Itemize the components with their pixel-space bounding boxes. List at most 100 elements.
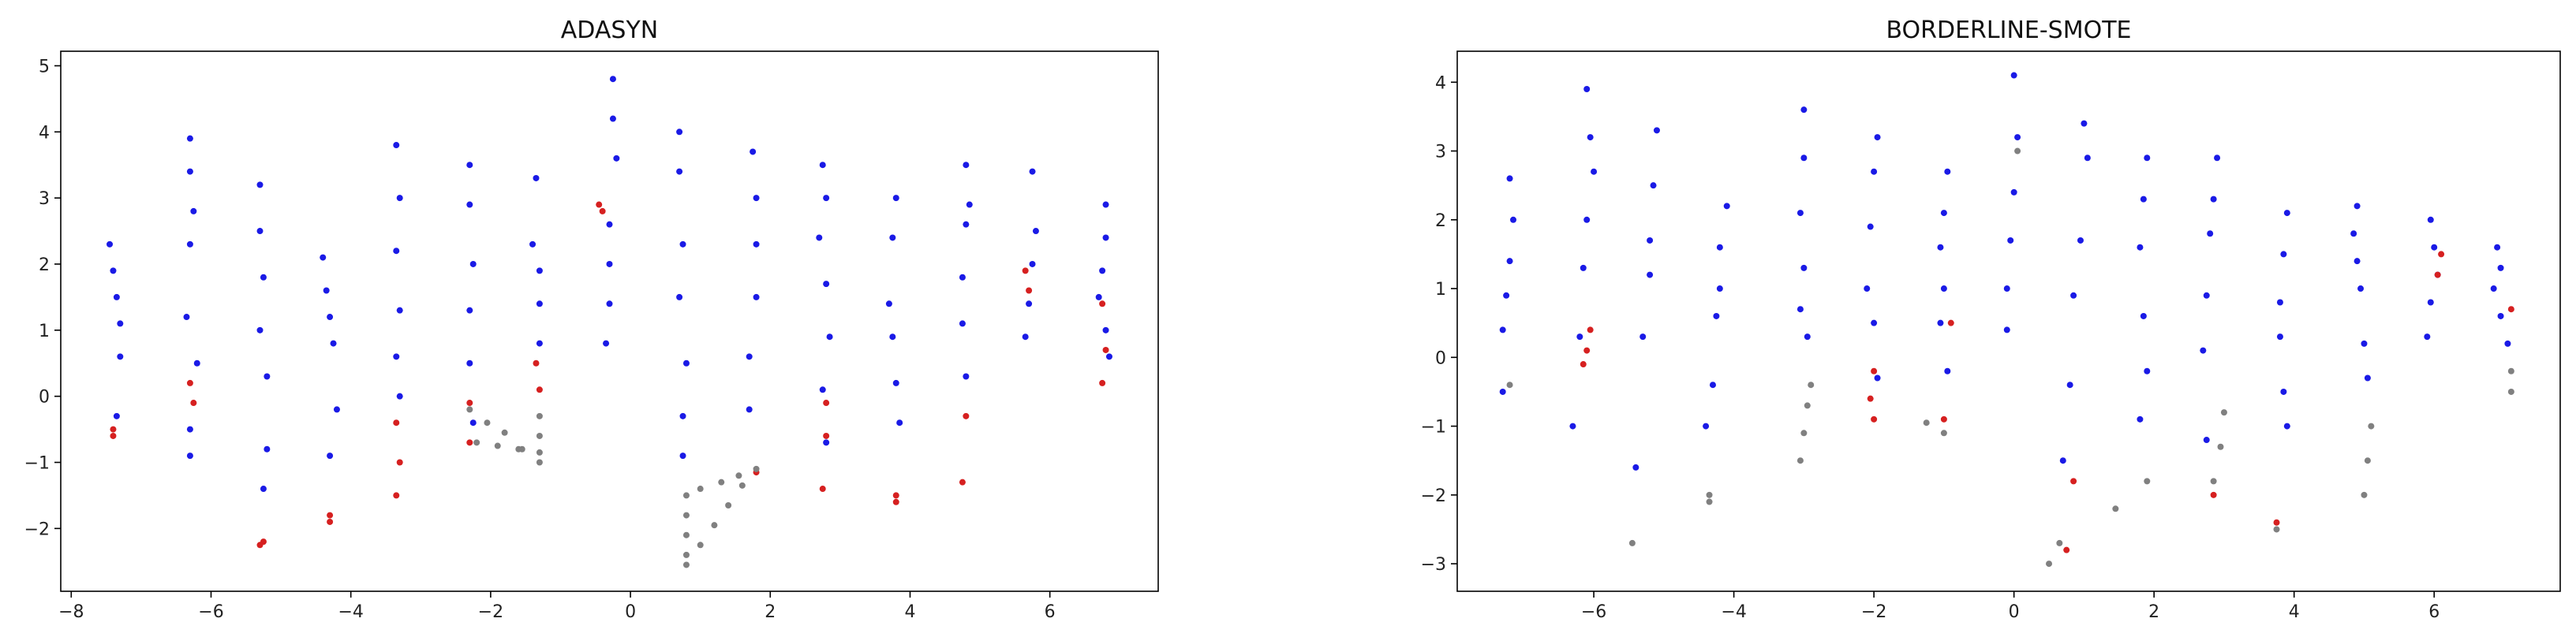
point <box>2507 388 2514 395</box>
point <box>469 419 477 427</box>
point <box>1800 264 1808 271</box>
point <box>1099 379 1106 386</box>
point <box>1026 300 1033 307</box>
point <box>393 142 400 149</box>
point <box>2497 312 2504 319</box>
point <box>606 260 613 267</box>
point <box>2368 423 2375 430</box>
point <box>2003 326 2010 333</box>
point <box>746 353 753 360</box>
point <box>2217 443 2224 450</box>
point <box>190 207 197 214</box>
point <box>183 314 190 321</box>
point <box>107 240 114 248</box>
point <box>396 307 403 314</box>
point <box>1569 423 1576 430</box>
point <box>466 162 473 169</box>
point <box>1499 326 1506 333</box>
point <box>466 307 473 314</box>
y-tick-label: 5 <box>39 57 50 76</box>
point <box>2507 367 2514 374</box>
point <box>110 267 117 274</box>
point <box>823 400 830 407</box>
point <box>260 486 267 493</box>
point <box>466 400 473 407</box>
point <box>2427 299 2434 306</box>
point <box>823 281 830 288</box>
point <box>959 479 966 486</box>
point <box>327 518 334 525</box>
y-tick-label: 1 <box>1435 280 1446 300</box>
point <box>186 240 193 248</box>
point <box>484 419 491 427</box>
point <box>117 353 124 360</box>
point <box>823 432 830 439</box>
point <box>750 148 757 155</box>
point <box>264 373 271 380</box>
point <box>1095 293 1102 300</box>
x-tick-label: 0 <box>2009 602 2020 622</box>
point <box>396 459 403 466</box>
point <box>473 439 480 446</box>
point <box>2438 251 2445 258</box>
point <box>1576 333 1583 341</box>
point <box>1796 306 1804 313</box>
point <box>466 406 473 413</box>
point <box>892 498 899 505</box>
y-tick-label: −2 <box>1421 486 1446 506</box>
point <box>896 419 903 427</box>
point <box>885 300 892 307</box>
point <box>1947 319 1954 326</box>
point <box>1583 85 1591 92</box>
point <box>2497 264 2504 271</box>
point <box>1713 312 1720 319</box>
point <box>2427 216 2434 223</box>
plot-frame <box>1456 50 2561 592</box>
point <box>1583 347 1591 354</box>
point <box>889 234 896 241</box>
point <box>1808 382 1815 389</box>
point <box>1022 267 1029 274</box>
point <box>466 201 473 208</box>
point <box>1647 237 1654 244</box>
point <box>186 453 193 460</box>
point <box>609 76 616 83</box>
point <box>2431 244 2438 251</box>
point <box>1800 106 1808 114</box>
point <box>536 432 543 439</box>
point <box>2010 188 2017 196</box>
point <box>1628 539 1636 546</box>
point <box>466 359 473 367</box>
point <box>816 234 823 241</box>
y-tick-label: −1 <box>1421 418 1446 438</box>
point <box>327 512 334 519</box>
point <box>711 522 718 529</box>
point <box>117 320 124 327</box>
point <box>1591 168 1598 175</box>
point <box>823 439 830 446</box>
point <box>2200 347 2207 354</box>
point <box>1940 415 1947 423</box>
point <box>2203 292 2210 299</box>
point <box>1800 430 1808 437</box>
point <box>1639 333 1647 341</box>
x-tick-label: 6 <box>2428 602 2440 622</box>
point <box>536 267 543 274</box>
point <box>606 300 613 307</box>
point <box>1804 333 1811 341</box>
point <box>1871 367 1878 374</box>
chart-title: ADASYN <box>561 17 658 44</box>
point <box>190 400 197 407</box>
point <box>186 379 193 386</box>
point <box>679 453 686 460</box>
point <box>1871 415 1878 423</box>
point <box>113 412 120 419</box>
point <box>1102 201 1109 208</box>
point <box>753 195 760 202</box>
y-tick-label: 2 <box>1435 211 1446 231</box>
point <box>533 359 540 367</box>
point <box>753 465 760 472</box>
point <box>1796 210 1804 217</box>
point <box>2003 285 2010 292</box>
point <box>892 195 899 202</box>
